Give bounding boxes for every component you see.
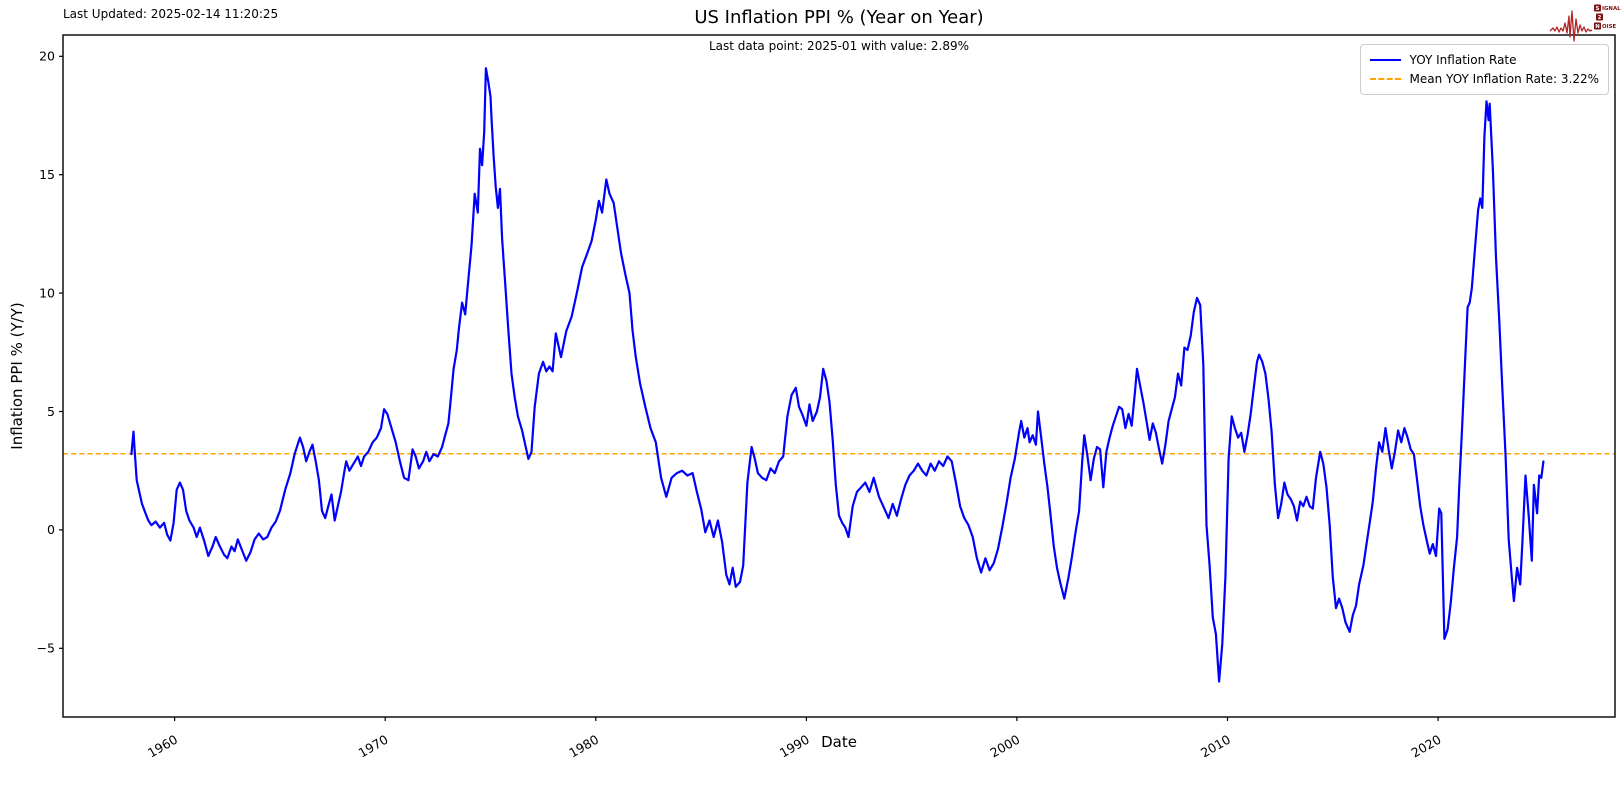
legend-entry-yoy: YOY Inflation Rate [1369, 50, 1599, 69]
logo-word-oise: OISE [1602, 24, 1616, 30]
yoy-inflation-line [130, 67, 1545, 683]
y-tick-label: 0 [47, 522, 55, 537]
logo-initial-n: N [1595, 24, 1600, 30]
chart-title: US Inflation PPI % (Year on Year) [694, 7, 984, 28]
x-tick-label: 1970 [356, 732, 391, 761]
x-tick-label: 1990 [777, 732, 812, 761]
logo-letter-box [1596, 13, 1603, 21]
y-tick-label: 20 [39, 49, 55, 64]
x-tick-label: 1980 [566, 732, 601, 761]
chart-subtitle: Last data point: 2025-01 with value: 2.8… [708, 39, 970, 53]
last-updated-text: Last Updated: 2025-02-14 11:20:25 [63, 7, 279, 21]
y-tick-label: −5 [37, 641, 55, 656]
logo-letter-box [1594, 22, 1601, 30]
y-tick-label: 15 [39, 167, 55, 182]
logo-word-ignal: IGNAL [1602, 6, 1621, 12]
y-tick-label: 5 [47, 404, 55, 419]
x-tick-label: 2020 [1409, 732, 1444, 761]
y-tick-label: 10 [39, 285, 55, 300]
legend-label: YOY Inflation Rate [1409, 52, 1517, 67]
x-tick-label: 2000 [987, 732, 1022, 761]
plot-border [62, 34, 1616, 718]
logo-digit-2: 2 [1598, 15, 1602, 21]
signal2noise-logo: S IGNAL 2 N OISE [1549, 4, 1621, 42]
heartbeat-waveform-icon [1549, 10, 1593, 42]
x-axis-label: Date [821, 733, 857, 751]
logo-letter-box [1594, 4, 1601, 12]
legend-label: Mean YOY Inflation Rate: 3.22% [1409, 71, 1599, 86]
y-axis-label: Inflation PPI % (Y/Y) [8, 302, 26, 450]
legend-box: YOY Inflation Rate Mean YOY Inflation Ra… [1359, 44, 1609, 95]
legend-line-sample-dashed [1369, 77, 1401, 80]
legend-entry-mean: Mean YOY Inflation Rate: 3.22% [1369, 69, 1599, 88]
x-tick-label: 2010 [1198, 732, 1233, 761]
x-tick-label: 1960 [145, 732, 180, 761]
logo-initial-s: S [1596, 6, 1600, 12]
legend-line-sample-solid [1369, 58, 1401, 61]
